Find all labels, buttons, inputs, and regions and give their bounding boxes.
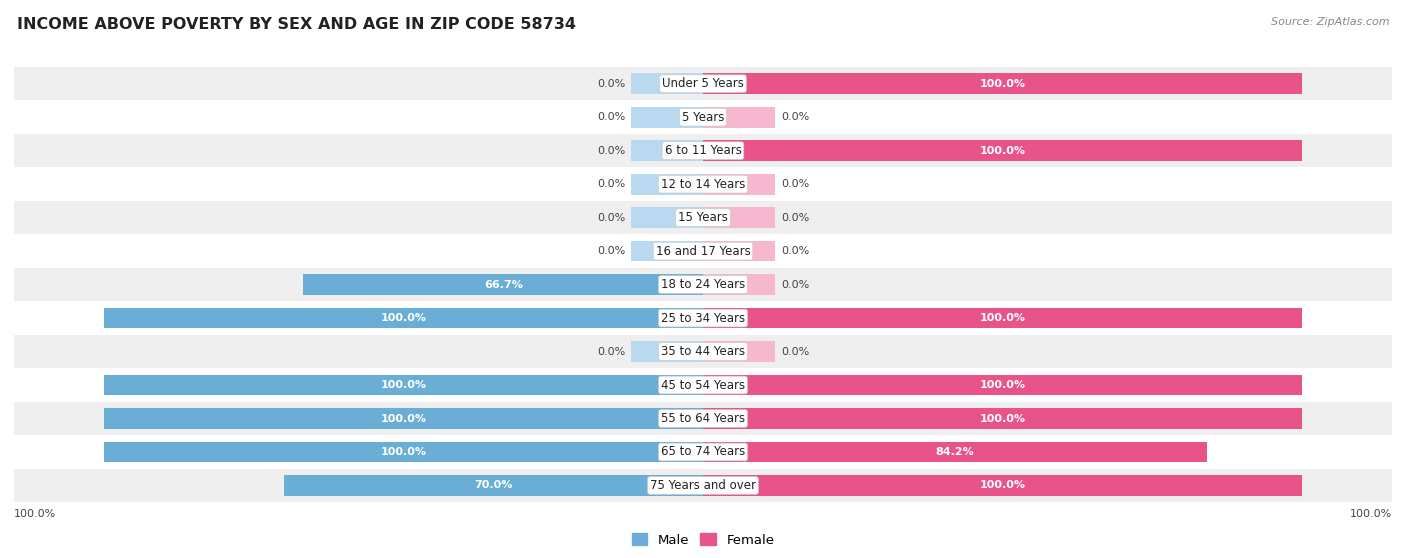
Bar bbox=[631, 73, 703, 94]
Bar bbox=[631, 240, 703, 262]
Text: 100.0%: 100.0% bbox=[1350, 509, 1392, 519]
Text: 100.0%: 100.0% bbox=[980, 146, 1025, 156]
Bar bbox=[14, 402, 1392, 435]
Bar bbox=[631, 140, 703, 161]
Text: 100.0%: 100.0% bbox=[381, 413, 426, 424]
Bar bbox=[703, 408, 1302, 429]
Text: 0.0%: 0.0% bbox=[780, 112, 808, 122]
Text: 25 to 34 Years: 25 to 34 Years bbox=[661, 311, 745, 325]
Text: 5 Years: 5 Years bbox=[682, 110, 724, 124]
Text: 100.0%: 100.0% bbox=[980, 79, 1025, 89]
Text: Under 5 Years: Under 5 Years bbox=[662, 77, 744, 90]
Bar bbox=[703, 341, 775, 362]
Text: 12 to 14 Years: 12 to 14 Years bbox=[661, 177, 745, 191]
Bar bbox=[631, 107, 703, 128]
Text: 0.0%: 0.0% bbox=[598, 146, 626, 156]
Bar bbox=[703, 441, 1208, 463]
Text: 84.2%: 84.2% bbox=[936, 447, 974, 457]
Text: 0.0%: 0.0% bbox=[598, 112, 626, 122]
Text: 0.0%: 0.0% bbox=[598, 246, 626, 256]
Text: 0.0%: 0.0% bbox=[780, 246, 808, 256]
Text: 18 to 24 Years: 18 to 24 Years bbox=[661, 278, 745, 291]
Bar bbox=[703, 374, 1302, 396]
Bar bbox=[631, 341, 703, 362]
Text: 100.0%: 100.0% bbox=[980, 313, 1025, 323]
Text: 35 to 44 Years: 35 to 44 Years bbox=[661, 345, 745, 358]
Text: 100.0%: 100.0% bbox=[980, 480, 1025, 490]
Text: 0.0%: 0.0% bbox=[780, 280, 808, 290]
Bar bbox=[14, 335, 1392, 368]
Bar bbox=[14, 234, 1392, 268]
Bar bbox=[14, 301, 1392, 335]
Text: 0.0%: 0.0% bbox=[598, 213, 626, 223]
Text: Source: ZipAtlas.com: Source: ZipAtlas.com bbox=[1271, 17, 1389, 27]
Text: 0.0%: 0.0% bbox=[598, 79, 626, 89]
Text: 0.0%: 0.0% bbox=[598, 179, 626, 189]
Text: 100.0%: 100.0% bbox=[14, 509, 56, 519]
Bar bbox=[703, 140, 1302, 161]
Text: 0.0%: 0.0% bbox=[780, 213, 808, 223]
Text: 45 to 54 Years: 45 to 54 Years bbox=[661, 378, 745, 392]
Text: 100.0%: 100.0% bbox=[980, 413, 1025, 424]
Text: 16 and 17 Years: 16 and 17 Years bbox=[655, 244, 751, 258]
Text: 0.0%: 0.0% bbox=[780, 179, 808, 189]
Bar bbox=[104, 307, 703, 329]
Bar bbox=[104, 441, 703, 463]
Text: 65 to 74 Years: 65 to 74 Years bbox=[661, 445, 745, 459]
Bar bbox=[14, 469, 1392, 502]
Text: 100.0%: 100.0% bbox=[381, 380, 426, 390]
Bar bbox=[631, 174, 703, 195]
Bar bbox=[703, 174, 775, 195]
Bar bbox=[14, 167, 1392, 201]
Text: 100.0%: 100.0% bbox=[980, 380, 1025, 390]
Bar bbox=[703, 73, 1302, 94]
Text: 100.0%: 100.0% bbox=[381, 313, 426, 323]
Bar bbox=[14, 435, 1392, 469]
Text: 100.0%: 100.0% bbox=[381, 447, 426, 457]
Bar bbox=[703, 240, 775, 262]
Bar bbox=[14, 67, 1392, 100]
Bar bbox=[14, 201, 1392, 234]
Bar bbox=[14, 268, 1392, 301]
Bar bbox=[703, 274, 775, 295]
Text: INCOME ABOVE POVERTY BY SEX AND AGE IN ZIP CODE 58734: INCOME ABOVE POVERTY BY SEX AND AGE IN Z… bbox=[17, 17, 576, 32]
Bar bbox=[284, 475, 703, 496]
Bar bbox=[631, 207, 703, 228]
Text: 0.0%: 0.0% bbox=[598, 347, 626, 357]
Text: 66.7%: 66.7% bbox=[484, 280, 523, 290]
Text: 15 Years: 15 Years bbox=[678, 211, 728, 224]
Text: 75 Years and over: 75 Years and over bbox=[650, 479, 756, 492]
Bar bbox=[703, 207, 775, 228]
Bar bbox=[14, 100, 1392, 134]
Bar bbox=[14, 134, 1392, 167]
Legend: Male, Female: Male, Female bbox=[626, 528, 780, 552]
Bar bbox=[104, 374, 703, 396]
Text: 70.0%: 70.0% bbox=[474, 480, 513, 490]
Text: 55 to 64 Years: 55 to 64 Years bbox=[661, 412, 745, 425]
Text: 0.0%: 0.0% bbox=[780, 347, 808, 357]
Bar bbox=[703, 307, 1302, 329]
Bar bbox=[104, 408, 703, 429]
Bar bbox=[304, 274, 703, 295]
Text: 6 to 11 Years: 6 to 11 Years bbox=[665, 144, 741, 157]
Bar bbox=[703, 107, 775, 128]
Bar bbox=[703, 475, 1302, 496]
Bar bbox=[14, 368, 1392, 402]
